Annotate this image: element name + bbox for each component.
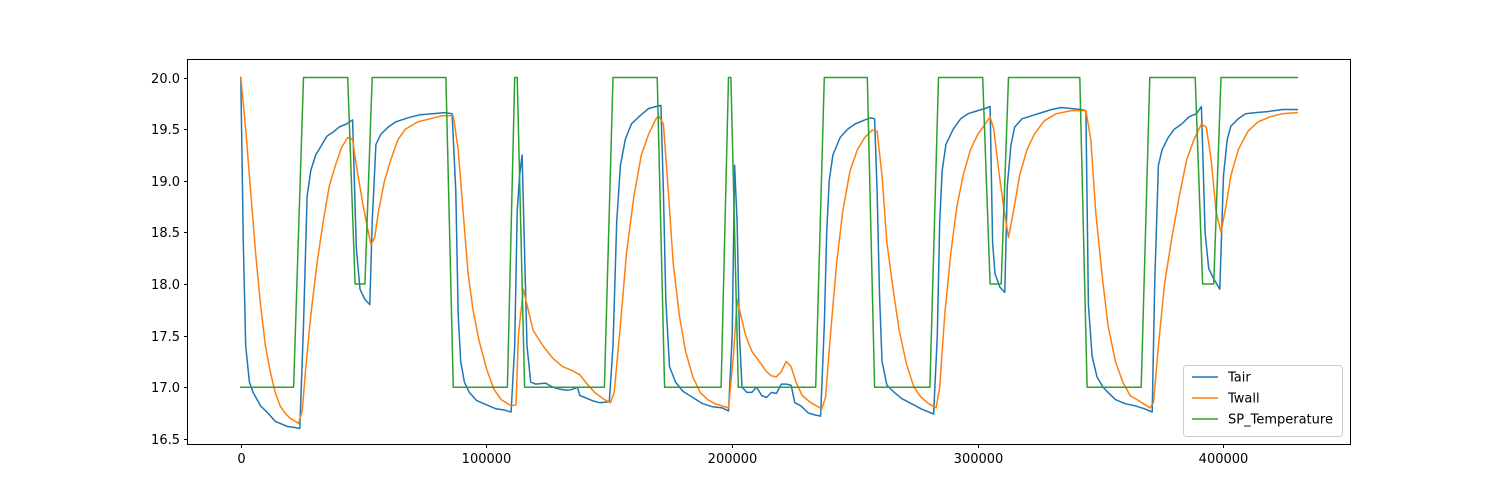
y-tick-label: 19.5 [151,123,180,138]
axes-frame [187,59,1351,445]
legend-entry-label: Tair [1227,371,1251,386]
y-tick-label: 17.5 [151,330,180,345]
x-axis: 0 100000 200000 300000 400000 [237,444,1248,467]
legend: Tair Twall SP_Temperature [1183,365,1343,437]
x-tick-label: 200000 [708,452,758,467]
x-tick-label: 0 [237,452,245,467]
series-line-sp-temperature [240,76,1298,388]
series-line-twall [239,76,1299,425]
y-tick-label: 18.0 [151,278,180,293]
y-axis: 16.5 17.0 17.5 18.0 18.5 19.0 19.5 20.0 [151,72,188,448]
series-layer [239,76,1299,430]
y-tick-label: 17.0 [151,381,180,396]
y-tick-label: 19.0 [151,175,180,190]
legend-entry-label: SP_Temperature [1228,413,1333,428]
x-tick-label: 400000 [1199,452,1249,467]
legend-box [1183,365,1343,437]
series-line-tair [240,76,1298,430]
x-tick-label: 300000 [954,452,1004,467]
x-tick-label: 100000 [462,452,512,467]
y-tick-label: 16.5 [151,433,180,448]
y-tick-label: 18.5 [151,226,180,241]
y-tick-label: 20.0 [151,72,180,87]
legend-entry-label: Twall [1227,392,1260,407]
